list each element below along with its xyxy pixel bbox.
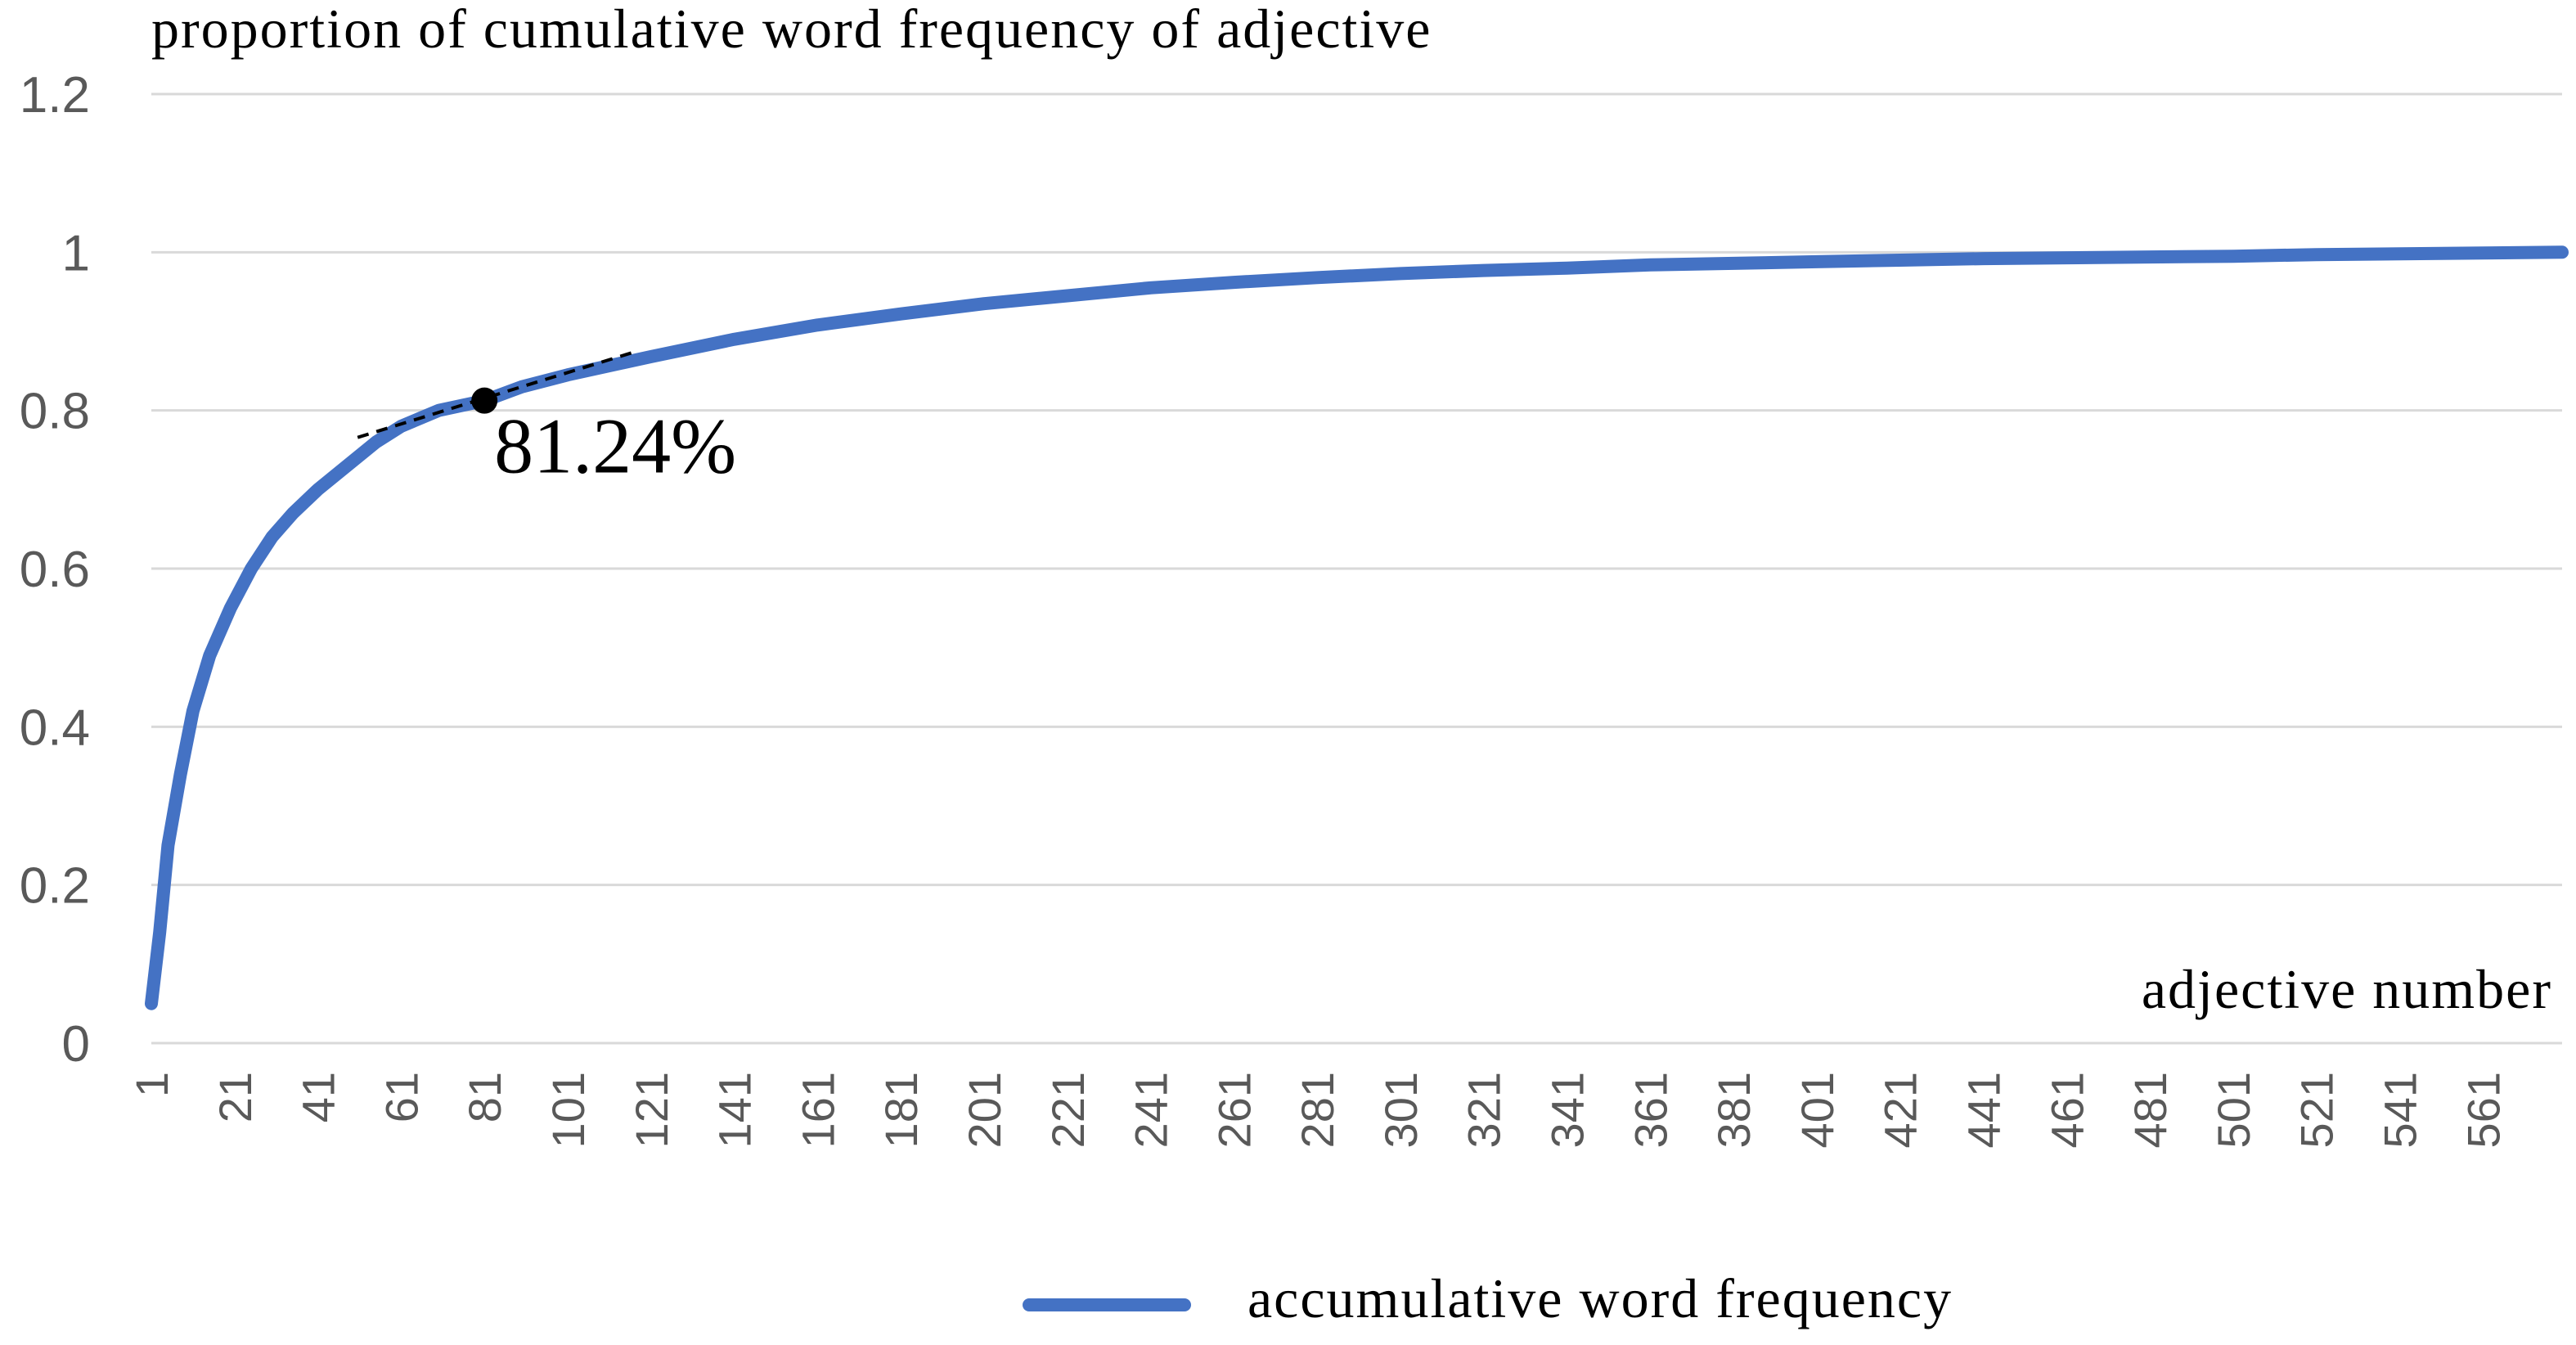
annotation-label: 81.24% <box>494 403 736 490</box>
legend: accumulative word frequency <box>1023 1267 1953 1329</box>
x-tick-label: 321 <box>1459 1072 1510 1148</box>
series-layer <box>145 245 2569 1010</box>
x-tick-label: 481 <box>2124 1072 2176 1148</box>
x-tick-label: 241 <box>1126 1072 1177 1148</box>
gridlines <box>151 92 2562 1045</box>
x-tick-label: 501 <box>2208 1072 2259 1148</box>
legend-label: accumulative word frequency <box>1248 1267 1953 1329</box>
x-tick-label: 181 <box>875 1072 927 1148</box>
x-tick-label: 21 <box>209 1072 261 1122</box>
x-tick-label: 301 <box>1375 1072 1427 1148</box>
x-tick-label: 341 <box>1542 1072 1594 1148</box>
x-tick-label: 61 <box>375 1072 427 1122</box>
y-tick-label: 0.4 <box>20 699 90 756</box>
x-tick-label: 281 <box>1292 1072 1343 1148</box>
x-tick-label: 401 <box>1792 1072 1843 1148</box>
x-tick-label: 141 <box>709 1072 761 1148</box>
x-tick-label: 541 <box>2374 1072 2425 1148</box>
x-tick-label: 201 <box>959 1072 1010 1148</box>
x-tick-label: 81 <box>459 1072 510 1122</box>
y-axis-ticks: 0 0.2 0.4 0.6 0.8 1 1.2 <box>20 67 90 1073</box>
y-tick-label: 0.8 <box>20 384 90 440</box>
x-tick-label: 421 <box>1875 1072 1926 1148</box>
x-tick-label: 121 <box>626 1072 677 1148</box>
x-tick-label: 221 <box>1042 1072 1094 1148</box>
x-tick-label: 101 <box>542 1072 594 1148</box>
x-tick-label: 41 <box>293 1072 344 1122</box>
x-tick-label: 1 <box>126 1072 178 1097</box>
x-axis-ticks: 1 21 41 61 81 101 121 141 161 181 201 221 241 261 281 3… <box>126 1072 2509 1148</box>
y-tick-label: 0.6 <box>20 542 90 598</box>
annotations: 81.24% <box>357 349 736 490</box>
x-tick-label: 561 <box>2457 1072 2509 1148</box>
y-tick-label: 0 <box>62 1016 90 1073</box>
x-tick-label: 161 <box>792 1072 843 1148</box>
tangent-line <box>357 349 636 439</box>
x-tick-label: 461 <box>2041 1072 2093 1148</box>
x-tick-label: 361 <box>1625 1072 1676 1148</box>
x-tick-label: 521 <box>2291 1072 2343 1148</box>
series-line <box>145 245 2569 1010</box>
x-axis-label: adjective number <box>2142 958 2552 1020</box>
annotation-point <box>471 387 498 414</box>
y-tick-label: 1.2 <box>20 67 90 124</box>
y-tick-label: 0.2 <box>20 858 90 915</box>
x-tick-label: 261 <box>1208 1072 1260 1148</box>
x-tick-label: 441 <box>1958 1072 2010 1148</box>
chart-title: proportion of cumulative word frequency … <box>151 0 1432 60</box>
y-tick-label: 1 <box>62 225 90 281</box>
x-tick-label: 381 <box>1708 1072 1760 1148</box>
